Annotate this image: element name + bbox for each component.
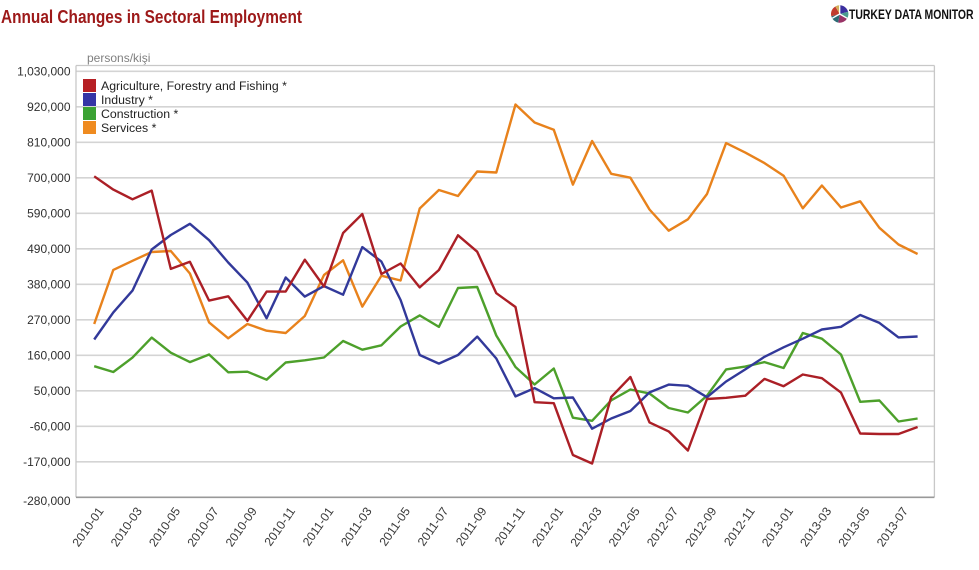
svg-text:810,000: 810,000 [27,136,71,150]
svg-text:-280,000: -280,000 [23,494,71,508]
svg-text:-60,000: -60,000 [30,420,71,434]
svg-text:2012-11: 2012-11 [721,505,758,549]
svg-text:2013-01: 2013-01 [759,505,796,550]
svg-text:Industry *: Industry * [101,93,153,107]
svg-text:2012-09: 2012-09 [682,505,719,550]
svg-text:2010-03: 2010-03 [108,505,145,550]
svg-text:Agriculture, Forestry and Fish: Agriculture, Forestry and Fishing * [101,79,287,93]
svg-text:2011-07: 2011-07 [415,505,452,549]
svg-text:persons/kişi: persons/kişi [87,51,150,65]
svg-text:2010-11: 2010-11 [262,505,299,549]
svg-text:2011-11: 2011-11 [492,505,528,548]
svg-text:2010-07: 2010-07 [184,505,221,550]
svg-text:2013-03: 2013-03 [797,505,834,550]
svg-text:2011-03: 2011-03 [338,505,375,549]
svg-text:2012-01: 2012-01 [529,505,566,550]
svg-text:Services *: Services * [101,121,157,135]
svg-text:700,000: 700,000 [27,171,71,185]
svg-text:2012-03: 2012-03 [567,505,604,550]
svg-text:2012-05: 2012-05 [606,505,643,550]
svg-text:2010-01: 2010-01 [70,505,107,550]
svg-text:-170,000: -170,000 [23,455,71,469]
svg-text:380,000: 380,000 [27,278,71,292]
svg-text:2013-07: 2013-07 [874,505,911,550]
svg-text:2012-07: 2012-07 [644,505,681,550]
svg-text:1,030,000: 1,030,000 [17,65,71,79]
svg-text:920,000: 920,000 [27,100,71,114]
svg-text:160,000: 160,000 [27,349,71,363]
svg-text:2011-01: 2011-01 [300,505,337,549]
svg-text:490,000: 490,000 [27,242,71,256]
svg-text:2010-05: 2010-05 [146,505,183,550]
svg-text:2013-05: 2013-05 [836,505,873,550]
svg-text:270,000: 270,000 [27,313,71,327]
svg-text:2011-09: 2011-09 [453,505,490,549]
svg-text:Construction *: Construction * [101,107,178,121]
svg-text:2010-09: 2010-09 [223,505,260,550]
svg-text:50,000: 50,000 [34,384,71,398]
svg-text:2011-05: 2011-05 [376,505,413,549]
svg-text:590,000: 590,000 [27,207,71,221]
